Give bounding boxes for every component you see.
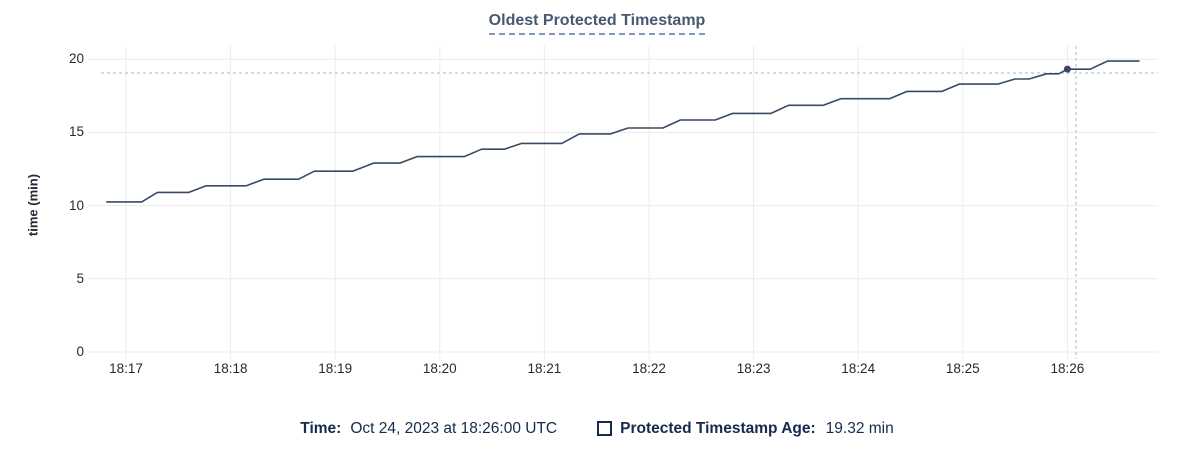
y-axis-tick-label: 15 (68, 124, 84, 140)
y-axis-tick-label: 0 (76, 344, 84, 359)
x-axis-tick-label: 18:18 (213, 361, 248, 376)
x-axis-tick-label: 18:19 (318, 361, 353, 376)
series-swatch-icon (597, 421, 613, 436)
x-axis-tick-label: 18:17 (109, 361, 143, 376)
x-axis-tick-label: 18:20 (422, 361, 457, 376)
x-axis-tick-label: 18:23 (736, 361, 771, 376)
series-line-protected-timestamp-age (106, 60, 1140, 203)
x-axis-tick-label: 18:25 (945, 361, 980, 376)
y-axis-tick-label: 10 (68, 197, 84, 213)
legend-time-value: Oct 24, 2023 at 18:26:00 UTC (350, 420, 558, 437)
chart-legend: Time: Oct 24, 2023 at 18:26:00 UTC Prote… (0, 419, 1194, 438)
x-axis-tick-label: 18:22 (632, 361, 666, 376)
chart-title[interactable]: Oldest Protected Timestamp (488, 12, 706, 35)
legend-series-label: Protected Timestamp Age: (620, 420, 816, 437)
hover-point-dot (1063, 65, 1071, 73)
x-axis-tick-label: 18:26 (1050, 361, 1085, 376)
legend-series-value: 19.32 min (825, 420, 894, 437)
chart-title-row: Oldest Protected Timestamp (0, 12, 1194, 35)
plot-area[interactable] (88, 46, 1158, 359)
x-axis-tick-label: 18:24 (841, 361, 876, 376)
y-axis-tick-label: 5 (76, 270, 84, 286)
legend-time-label: Time: (300, 420, 342, 437)
y-axis-tick-label: 20 (68, 51, 84, 67)
x-axis-tick-label: 18:21 (527, 361, 562, 376)
